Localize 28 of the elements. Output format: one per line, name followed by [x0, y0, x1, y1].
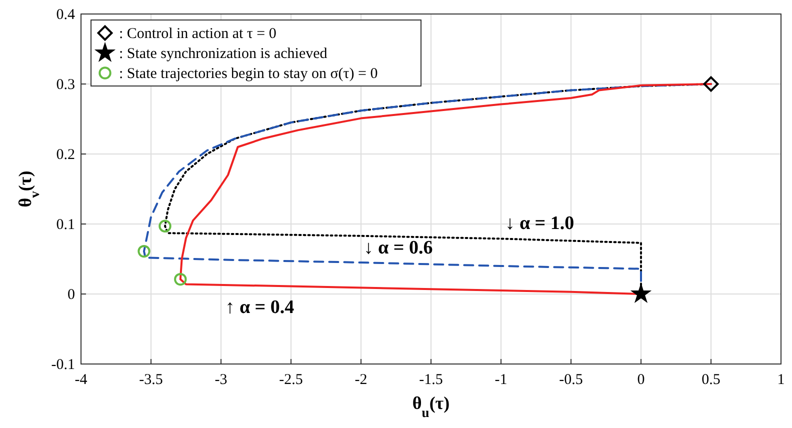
annotation: ↑ α = 0.4: [225, 296, 295, 318]
x-tick-label: -2: [354, 372, 368, 388]
x-axis-title: θ$_{u}$(τ): [412, 393, 450, 420]
point: [138, 244, 150, 258]
y-tick-label: 0.2: [56, 147, 75, 163]
x-tick-label: -3.5: [139, 372, 163, 388]
legend-label: : State synchronization is achieved: [119, 46, 328, 62]
x-tick-label: -4: [74, 372, 88, 388]
annotation: ↓ α = 0.6: [364, 238, 433, 259]
y-tick-label: 0.4: [56, 7, 76, 23]
point: [703, 76, 719, 92]
x-tick-label: 0.5: [702, 372, 720, 388]
point: [158, 220, 172, 232]
annotation: ↓ α = 1.0: [505, 213, 574, 234]
x-tick-label: 0: [637, 372, 645, 388]
x-tick-label: -2.5: [279, 372, 303, 388]
x-tick-label: 1: [777, 372, 785, 388]
point: [174, 272, 187, 286]
x-tick-label: -1: [494, 372, 508, 388]
legend-label: : Control in action at τ = 0: [119, 26, 276, 42]
x-tick-label: -1.5: [419, 372, 443, 388]
x-tick-label: -3: [214, 372, 228, 388]
y-tick-label: -0.1: [51, 357, 75, 373]
x-tick-label: -0.5: [559, 372, 583, 388]
legend-label: : State trajectories begin to stay on σ(τ) = 0: [119, 66, 378, 82]
y-tick-label: 0: [68, 287, 75, 303]
y-tick-label: 0.1: [56, 217, 75, 233]
y-tick-label: 0.3: [56, 77, 75, 93]
